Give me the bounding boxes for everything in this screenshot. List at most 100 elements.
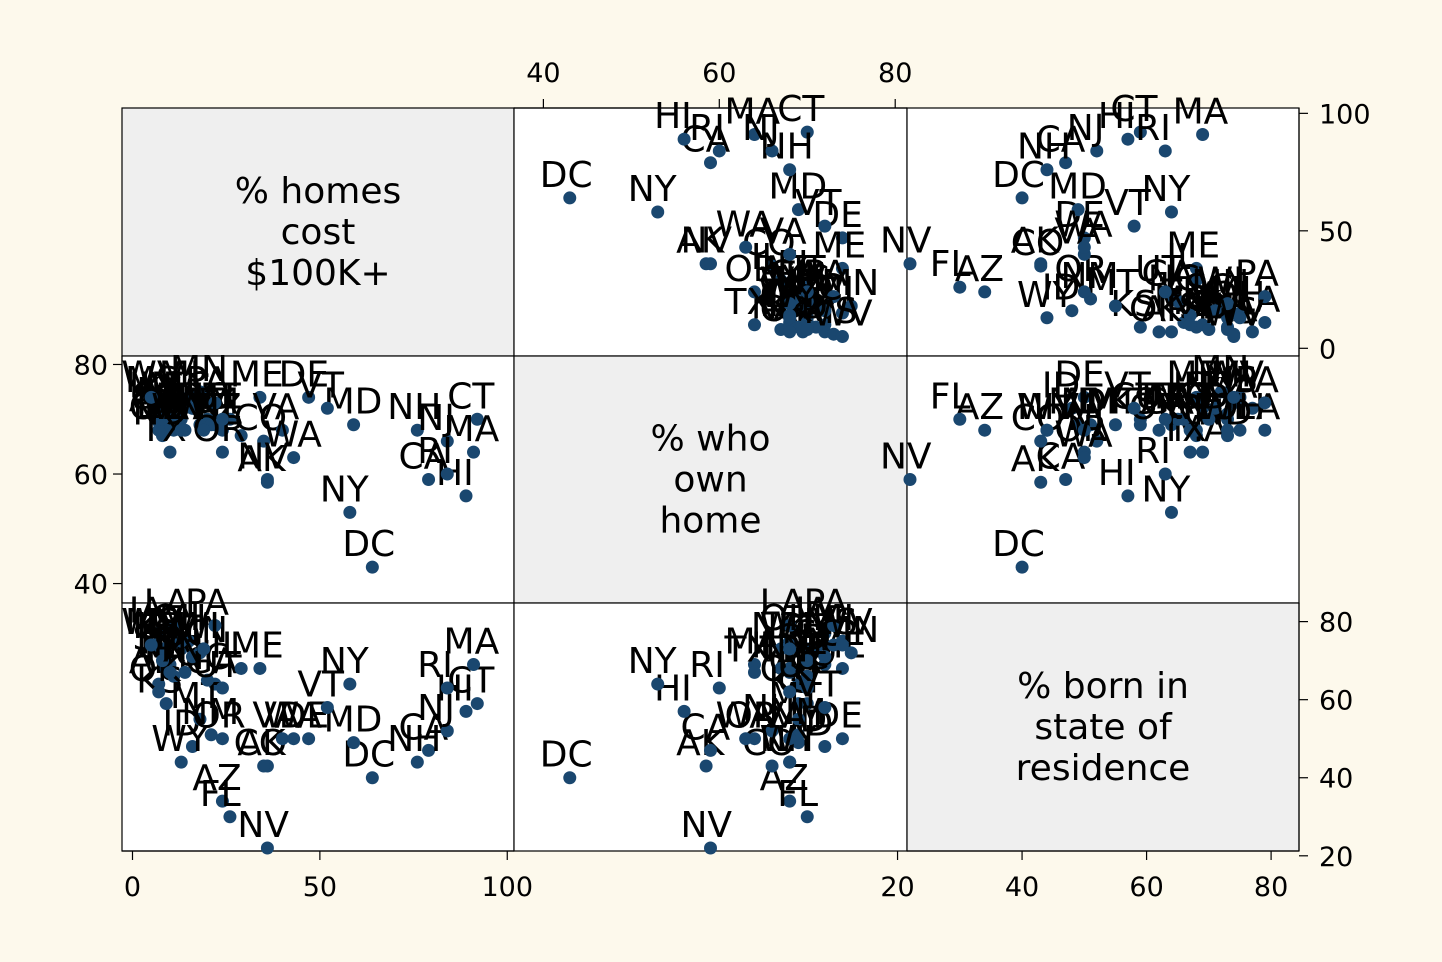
point-label-WY-r1-c2: WY: [760, 275, 819, 316]
point-label-FL-r2-c3: FL: [930, 376, 971, 417]
point-AK-r2-c3: [1034, 475, 1048, 489]
point-label-NY-r3-c1: NY: [320, 641, 370, 682]
point-HI-r3-c1: [459, 704, 473, 718]
y-tick-label-own-40: 40: [74, 570, 108, 601]
point-label-NV-r2-c1: NV: [237, 437, 289, 478]
point-WI-r1-c2: [783, 297, 797, 311]
point-SD-r2-c3: [1202, 412, 1216, 426]
y-tick-label-homes-100: 100: [1319, 99, 1371, 130]
point-label-SC-r2-c3: SC: [1185, 365, 1233, 406]
point-CA-r2-c1: [422, 473, 436, 486]
point-label-ID-r2-c3: ID: [1042, 365, 1080, 406]
point-VA-r3-c2: [783, 732, 797, 746]
point-label-RI-r1-c3: RI: [1135, 108, 1171, 149]
point-label-VT-r2-c3: VT: [1104, 365, 1152, 406]
point-DE-r2-c3: [1077, 390, 1091, 404]
point-MD-r1-c3: [1071, 203, 1085, 217]
point-MD-r3-c1: [347, 736, 361, 750]
point-KY-r2-c3: [1221, 407, 1235, 421]
point-ID-r3-c1: [185, 740, 199, 754]
point-ME-r3-c1: [253, 661, 267, 675]
point-label-CT-r2-c1: CT: [447, 376, 495, 417]
point-label-MT-r2-c3: MT: [1085, 382, 1139, 423]
point-label-PA-r1-c3: PA: [1235, 254, 1279, 295]
point-WA-r1-c3: [1077, 240, 1091, 254]
point-NY-r3-c1: [343, 677, 357, 691]
point-UT-r3-c2: [800, 681, 814, 695]
point-label-WI-r3-c1: WI: [174, 606, 220, 647]
point-label-FL-r3-c1: FL: [200, 774, 241, 815]
point-label-NC-r2-c1: NC: [177, 376, 229, 417]
point-label-PA-r3-c2: PA: [804, 583, 848, 624]
point-LA-r3-c2: [783, 619, 797, 633]
point-VA-r2-c1: [275, 423, 289, 437]
point-label-TN-r2-c1: TN: [154, 387, 204, 428]
point-label-WV-r1-c2: WV: [812, 294, 873, 335]
point-label-NV-r3-c1: NV: [237, 805, 289, 846]
point-label-DC-r2-c1: DC: [342, 524, 395, 565]
point-label-IA-r3-c2: IA: [795, 590, 831, 631]
point-KS-r3-c1: [159, 697, 173, 711]
point-label-VT-r2-c1: VT: [297, 365, 345, 406]
point-PA-r1-c2: [827, 290, 841, 304]
point-WA-r2-c1: [287, 451, 301, 465]
point-NV-r1-c3: [903, 257, 917, 271]
point-IA-r2-c3: [1245, 401, 1259, 415]
point-MO-r2-c1: [167, 412, 181, 426]
point-CO-r3-c1: [257, 759, 271, 773]
point-label-NV-r3-c2: NV: [681, 805, 733, 846]
point-label-GA-r1-c2: GA: [768, 254, 821, 295]
point-RI-r1-c3: [1158, 144, 1172, 158]
point-CO-r1-c3: [1034, 259, 1048, 273]
point-TX-r1-c3: [1183, 318, 1197, 332]
point-HI-r2-c3: [1121, 489, 1135, 503]
point-label-LA-r3-c2: LA: [760, 583, 806, 624]
point-label-MI-r3-c2: MI: [812, 598, 854, 639]
point-WV-r2-c1: [144, 390, 158, 404]
point-DC-r3-c1: [365, 771, 379, 785]
point-PA-r1-c3: [1258, 290, 1272, 304]
diagonal-label-homes-line-2: cost: [281, 212, 356, 253]
point-WI-r2-c3: [1221, 423, 1235, 437]
point-TX-r2-c1: [163, 445, 177, 459]
point-WI-r3-c2: [783, 642, 797, 656]
point-label-MD-r2-c1: MD: [324, 382, 383, 423]
point-SD-r1-c3: [1202, 323, 1216, 337]
point-NV-r2-c3: [903, 473, 917, 486]
point-label-RI-r3-c2: RI: [689, 645, 725, 686]
point-NJ-r3-c2: [765, 724, 779, 738]
point-label-OH-r3-c2: OH: [760, 598, 815, 639]
point-KY-r3-c2: [809, 642, 823, 656]
point-WA-r3-c2: [739, 732, 753, 746]
point-OR-r2-c1: [215, 445, 229, 459]
point-NY-r1-c2: [651, 205, 665, 219]
point-label-SD-r2-c3: SD: [1179, 376, 1230, 417]
point-label-MI-r3-c1: MI: [159, 598, 201, 639]
point-label-MA-r3-c2: MA: [724, 622, 780, 663]
point-label-WY-r1-c3: WY: [1017, 275, 1076, 316]
point-DE-r2-c1: [302, 390, 316, 404]
point-NV-r3-c1: [260, 841, 274, 855]
point-OK-r2-c3: [1152, 423, 1166, 437]
point-IN-r2-c3: [1196, 401, 1210, 415]
point-SC-r2-c3: [1208, 401, 1222, 415]
point-RI-r1-c2: [712, 144, 726, 158]
point-IA-r3-c2: [818, 626, 832, 640]
point-FL-r3-c2: [800, 810, 814, 824]
x-tick-label-born-20: 20: [880, 872, 914, 903]
point-label-ME-r2-c1: ME: [230, 354, 284, 395]
point-label-PA-r3-c1: PA: [185, 583, 229, 624]
point-DE-r1-c3: [1077, 231, 1091, 245]
point-MN-r2-c1: [193, 385, 207, 399]
panel-marks-r1-c2: AKALARAZCACOCTDCDEFLGAHIIAIDILINKSKYLAMA…: [540, 89, 879, 344]
point-WY-r1-c2: [783, 311, 797, 325]
point-label-AK-r1-c3: AK: [1011, 221, 1061, 262]
point-MA-r2-c1: [467, 445, 481, 459]
point-label-NJ-r3-c2: NJ: [742, 688, 780, 729]
point-CT-r1-c2: [800, 125, 814, 139]
point-label-VT-r3-c2: VT: [795, 664, 843, 705]
point-IL-r1-c2: [774, 273, 788, 287]
point-label-SD-r2-c1: SD: [132, 376, 183, 417]
point-WY-r2-c3: [1040, 423, 1054, 437]
